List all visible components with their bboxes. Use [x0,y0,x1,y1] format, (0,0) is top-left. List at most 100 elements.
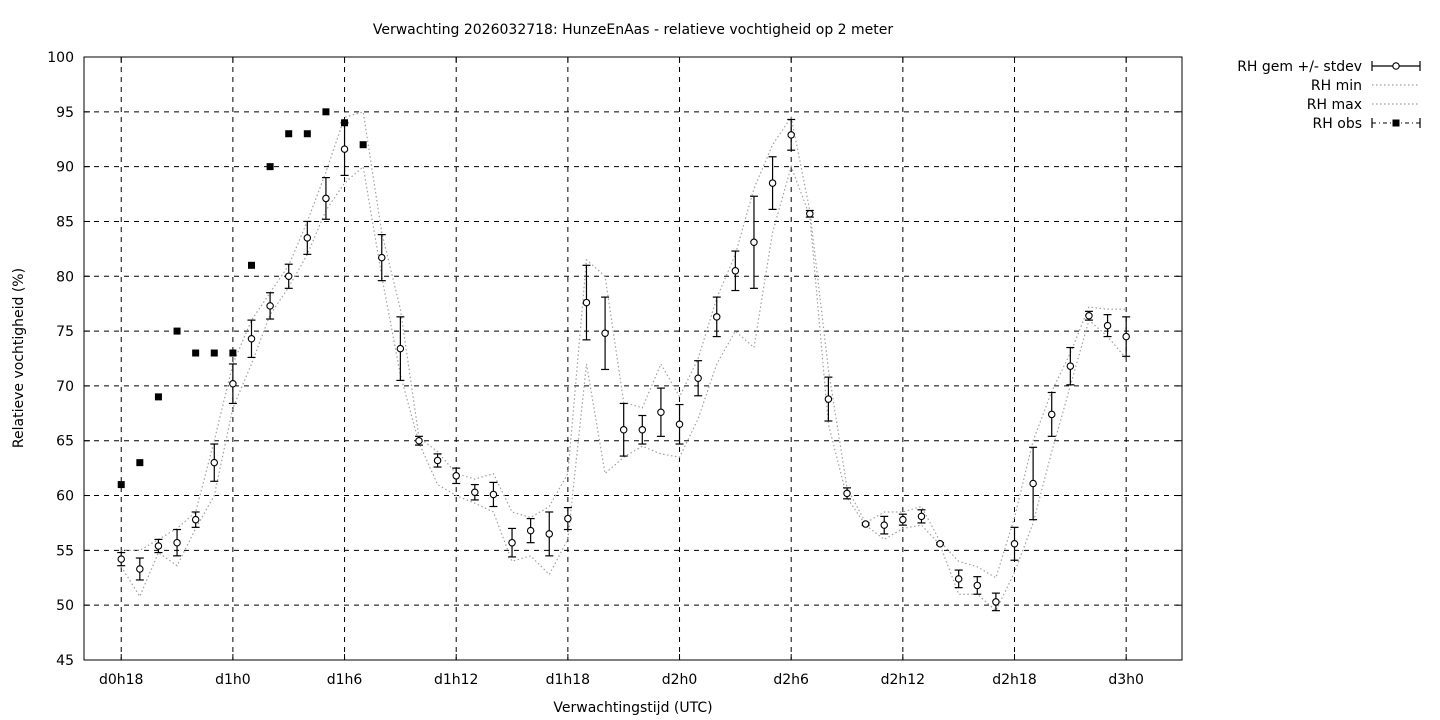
y-tick-label: 95 [56,105,74,121]
mean-marker [564,514,572,523]
mean-marker [657,408,665,416]
rh-mean-point [898,513,907,526]
obs-marker [173,327,181,335]
mean-marker [787,131,795,139]
y-tick-label: 70 [56,379,74,395]
rh-mean-point [1047,391,1056,437]
mean-marker [843,489,851,498]
obs-marker [359,141,367,149]
x-tick-label: d3h0 [1108,672,1144,688]
mean-marker [545,530,554,538]
mean-marker [266,302,274,310]
mean-marker [712,313,721,321]
series-rh-max [121,111,1127,579]
rh-mean-point [712,296,721,338]
rh-mean-point [954,569,963,589]
y-tick-label: 45 [56,653,74,669]
rh-mean-point [452,467,461,485]
mean-marker [322,194,330,203]
obs-marker [210,349,218,357]
x-tick-label: d2h18 [992,672,1036,688]
rh-mean-point [1066,346,1075,386]
rh-mean-point [1103,314,1112,338]
mean-marker [936,540,944,548]
legend-label: RH max [1307,97,1362,113]
rh-mean-point [470,483,479,501]
legend: RH gem +/- stdev RH min RH max RH obs [1237,59,1421,132]
series-rh-min [120,164,1127,612]
obs-marker [303,130,311,138]
y-tick-label: 85 [56,214,74,230]
x-tick-label: d1h18 [546,672,590,688]
rh-mean-point [1122,316,1131,357]
rh-mean-point [563,507,572,531]
mean-marker [861,520,870,528]
mean-marker [154,542,163,550]
mean-marker [917,512,926,521]
obs-marker [192,349,200,357]
rh-mean-point [936,540,945,548]
rh-mean-point [414,435,423,446]
mean-marker [694,374,702,382]
rh-min-line [120,164,1127,612]
mean-marker [731,267,740,275]
mean-marker [526,526,535,535]
mean-marker [992,598,1000,606]
obs-marker [341,119,349,127]
grid [84,57,1182,660]
legend-marker [1392,119,1400,127]
rh-mean-point [638,414,647,445]
y-tick-label: 60 [56,489,74,505]
mean-marker [1029,479,1037,488]
obs-marker [322,108,330,116]
mean-marker [173,538,181,547]
x-tick-label: d2h0 [662,672,698,688]
mean-marker [284,272,293,281]
x-axis: d0h18 d1h0 d1h6 d1h12 d1h18 d2h0 d2h6 d2h12 d2h1… [99,57,1144,688]
x-tick-label: d0h18 [99,672,143,688]
rh-mean-point [321,177,330,220]
rh-mean-point [266,292,275,320]
rh-mean-point [991,592,1000,612]
mean-marker [806,210,814,218]
mean-marker [340,145,349,153]
mean-marker [433,456,442,465]
mean-marker [638,426,647,434]
legend-label: RH obs [1313,116,1362,132]
rh-mean-point [303,220,312,255]
mean-marker [880,521,888,529]
mean-marker [1085,311,1093,320]
series-rh-mean [117,118,1131,612]
rh-mean-point [191,511,200,528]
obs-marker [154,393,162,401]
rh-mean-point [396,316,405,382]
y-tick-label: 100 [47,50,74,66]
rh-mean-point [340,122,349,177]
x-tick-label: d1h12 [434,672,478,688]
mean-marker [136,565,144,573]
rh-mean-point [1084,310,1093,321]
rh-mean-point [675,403,684,445]
rh-mean-point [210,443,219,482]
y-tick-label: 65 [56,434,74,450]
x-tick-label: d1h0 [215,672,251,688]
rh-mean-point [880,515,889,535]
mean-marker [210,458,219,467]
rh-max-line [121,111,1127,579]
x-axis-label: Verwachtingstijd (UTC) [553,700,712,716]
mean-marker [1010,540,1019,548]
mean-marker [675,420,684,429]
rh-mean-point [861,520,870,528]
rh-mean-point [377,234,386,282]
mean-marker [768,179,777,187]
rh-mean-point [154,538,163,554]
plot-frame [83,56,1183,661]
rh-mean-point [824,376,833,422]
rh-mean-point [973,576,982,595]
y-tick-label: 50 [56,598,74,614]
rh-mean-point [749,195,758,289]
rh-mean-point [601,296,610,371]
rh-mean-point [135,557,144,581]
mean-marker [601,329,609,338]
y-tick-label: 75 [56,324,74,340]
